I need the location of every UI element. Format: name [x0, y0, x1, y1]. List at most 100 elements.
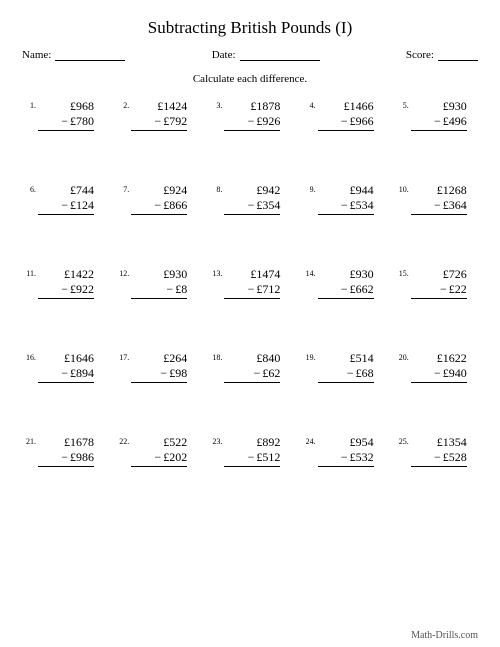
- problem: 11.£1422−£922: [22, 267, 105, 299]
- minuend: £954: [318, 435, 374, 450]
- minuend: £930: [131, 267, 187, 282]
- minuend: £1474: [224, 267, 280, 282]
- problem-number: 25.: [395, 435, 411, 446]
- problem-number: 17.: [115, 351, 131, 362]
- minuend: £1466: [318, 99, 374, 114]
- minuend: £1424: [131, 99, 187, 114]
- problem: 18.£840−£62: [208, 351, 291, 383]
- problem-stack: £930−£662: [318, 267, 374, 299]
- date-blank[interactable]: [240, 48, 320, 61]
- problem-stack: £892−£512: [224, 435, 280, 467]
- subtrahend: −£532: [318, 450, 374, 467]
- problem-number: 4.: [302, 99, 318, 110]
- subtrahend: −£98: [131, 366, 187, 383]
- subtrahend: −£712: [224, 282, 280, 299]
- minuend: £968: [38, 99, 94, 114]
- subtrahend: −£780: [38, 114, 94, 131]
- problem-stack: £264−£98: [131, 351, 187, 383]
- problem-stack: £1678−£986: [38, 435, 94, 467]
- problem-number: 13.: [208, 267, 224, 278]
- subtrahend: −£926: [224, 114, 280, 131]
- problem: 10.£1268−£364: [395, 183, 478, 215]
- problem: 24.£954−£532: [302, 435, 385, 467]
- minuend: £892: [224, 435, 280, 450]
- subtrahend: −£496: [411, 114, 467, 131]
- subtrahend: −£922: [38, 282, 94, 299]
- subtrahend: −£124: [38, 198, 94, 215]
- minuend: £944: [318, 183, 374, 198]
- problem: 15.£726−£22: [395, 267, 478, 299]
- score-blank[interactable]: [438, 48, 478, 61]
- problem: 14.£930−£662: [302, 267, 385, 299]
- problem-grid: 1.£968−£7802.£1424−£7923.£1878−£9264.£14…: [22, 99, 478, 467]
- problem: 6.£744−£124: [22, 183, 105, 215]
- header-row: Name: Date: Score:: [22, 48, 478, 61]
- footer-text: Math-Drills.com: [411, 630, 478, 641]
- name-blank[interactable]: [55, 48, 125, 61]
- problem-stack: £942−£354: [224, 183, 280, 215]
- subtrahend: −£202: [131, 450, 187, 467]
- minuend: £840: [224, 351, 280, 366]
- problem: 20.£1622−£940: [395, 351, 478, 383]
- problem-number: 1.: [22, 99, 38, 110]
- instruction-text: Calculate each difference.: [22, 73, 478, 85]
- problem-number: 6.: [22, 183, 38, 194]
- score-field: Score:: [406, 48, 478, 61]
- problem-stack: £1466−£966: [318, 99, 374, 131]
- problem: 7.£924−£866: [115, 183, 198, 215]
- problem-number: 18.: [208, 351, 224, 362]
- problem-number: 8.: [208, 183, 224, 194]
- subtrahend: −£364: [411, 198, 467, 215]
- problem-number: 21.: [22, 435, 38, 446]
- problem-number: 9.: [302, 183, 318, 194]
- problem: 12.£930−£8: [115, 267, 198, 299]
- subtrahend: −£528: [411, 450, 467, 467]
- problem: 2.£1424−£792: [115, 99, 198, 131]
- problem-stack: £1646−£894: [38, 351, 94, 383]
- minuend: £1646: [38, 351, 94, 366]
- problem: 22.£522−£202: [115, 435, 198, 467]
- problem-number: 22.: [115, 435, 131, 446]
- page-title: Subtracting British Pounds (I): [22, 18, 478, 38]
- problem-stack: £1268−£364: [411, 183, 467, 215]
- problem-stack: £1622−£940: [411, 351, 467, 383]
- score-label: Score:: [406, 49, 434, 61]
- subtrahend: −£986: [38, 450, 94, 467]
- subtrahend: −£512: [224, 450, 280, 467]
- problem-stack: £726−£22: [411, 267, 467, 299]
- problem: 13.£1474−£712: [208, 267, 291, 299]
- problem-stack: £1878−£926: [224, 99, 280, 131]
- problem-number: 10.: [395, 183, 411, 194]
- problem: 17.£264−£98: [115, 351, 198, 383]
- problem: 3.£1878−£926: [208, 99, 291, 131]
- name-field: Name:: [22, 48, 125, 61]
- problem-number: 12.: [115, 267, 131, 278]
- problem-stack: £1354−£528: [411, 435, 467, 467]
- minuend: £1678: [38, 435, 94, 450]
- problem-number: 15.: [395, 267, 411, 278]
- date-field: Date:: [212, 48, 320, 61]
- problem-stack: £514−£68: [318, 351, 374, 383]
- problem-number: 7.: [115, 183, 131, 194]
- minuend: £1422: [38, 267, 94, 282]
- problem: 1.£968−£780: [22, 99, 105, 131]
- subtrahend: −£662: [318, 282, 374, 299]
- problem-number: 16.: [22, 351, 38, 362]
- problem-stack: £968−£780: [38, 99, 94, 131]
- subtrahend: −£354: [224, 198, 280, 215]
- problem-number: 23.: [208, 435, 224, 446]
- subtrahend: −£534: [318, 198, 374, 215]
- problem-number: 5.: [395, 99, 411, 110]
- minuend: £1268: [411, 183, 467, 198]
- problem-stack: £840−£62: [224, 351, 280, 383]
- problem-stack: £944−£534: [318, 183, 374, 215]
- minuend: £726: [411, 267, 467, 282]
- problem-stack: £522−£202: [131, 435, 187, 467]
- problem: 25.£1354−£528: [395, 435, 478, 467]
- subtrahend: −£966: [318, 114, 374, 131]
- problem-number: 14.: [302, 267, 318, 278]
- problem: 8.£942−£354: [208, 183, 291, 215]
- minuend: £264: [131, 351, 187, 366]
- problem-stack: £744−£124: [38, 183, 94, 215]
- problem: 16.£1646−£894: [22, 351, 105, 383]
